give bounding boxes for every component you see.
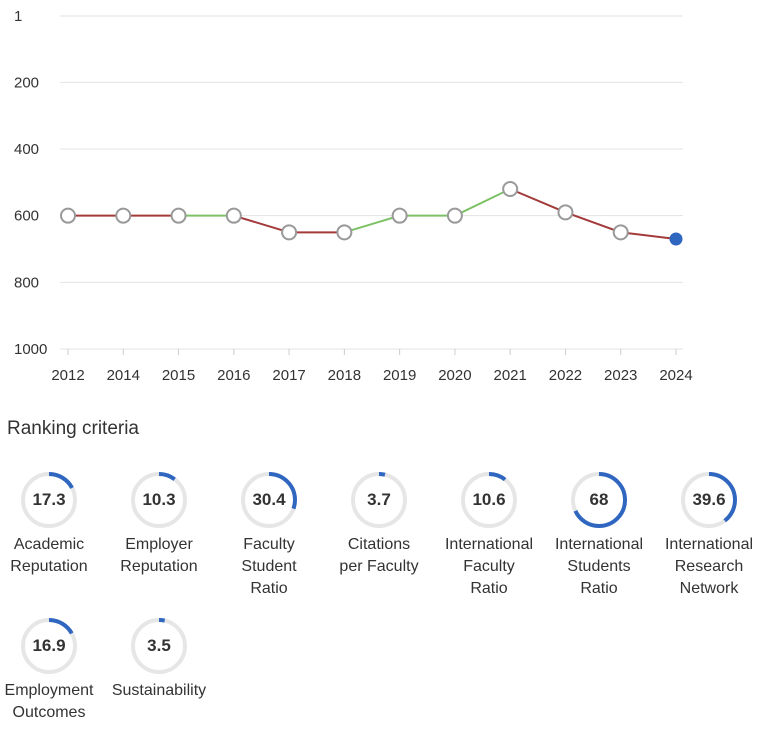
criterion-ring: 68 (569, 470, 629, 530)
data-point (60, 207, 76, 224)
criterion-label: Citations per Faculty (339, 536, 419, 575)
criterion-item: 68 International Students Ratio (544, 470, 654, 600)
section-title: Ranking criteria (7, 418, 139, 439)
data-point (281, 224, 298, 241)
data-point (115, 207, 132, 224)
criterion-ring: 10.6 (459, 470, 519, 530)
ring-arc (461, 472, 517, 528)
line-segment (454, 188, 511, 217)
ring-arc (21, 472, 77, 528)
x-tick-label: 2018 (328, 367, 361, 384)
criterion-item: 16.9 Employment Outcomes (0, 616, 104, 724)
ring-arc (21, 618, 77, 674)
criterion-value: 39.6 (692, 490, 726, 509)
y-tick-label: 800 (14, 274, 39, 291)
y-tick-label: 1000 (14, 341, 47, 358)
x-tick-label: 2014 (107, 367, 140, 384)
criterion-item: 17.3 Academic Reputation (0, 470, 104, 578)
criterion-item: 3.5 Sustainability (104, 616, 214, 702)
data-point (612, 224, 629, 241)
x-tick-label: 2020 (438, 367, 471, 384)
criterion-label: International Research Network (664, 536, 754, 597)
criterion-label: Faculty Student Ratio (241, 536, 297, 597)
x-tick-label: 2019 (383, 367, 416, 384)
data-point (170, 207, 187, 224)
data-point (336, 224, 353, 241)
x-tick-label: 2024 (659, 367, 692, 384)
ring-arc (351, 472, 407, 528)
criterion-value: 68 (589, 490, 609, 509)
y-tick-label: 200 (14, 74, 39, 91)
x-tick-label: 2022 (549, 367, 582, 384)
criterion-label: Sustainability (111, 682, 207, 699)
line-segment (509, 188, 566, 214)
y-tick-label: 600 (14, 208, 39, 225)
data-point (557, 204, 574, 221)
criterion-item: 10.6 International Faculty Ratio (434, 470, 544, 600)
x-tick-label: 2016 (217, 367, 250, 384)
data-point-current (669, 232, 683, 246)
x-tick-label: 2017 (272, 367, 305, 384)
criterion-ring: 39.6 (679, 470, 739, 530)
data-point (391, 207, 408, 224)
y-tick-label: 1 (14, 8, 22, 25)
criterion-label: Employment Outcomes (4, 682, 94, 721)
data-point (502, 181, 519, 197)
criterion-value: 30.4 (252, 490, 286, 509)
line-segment (344, 214, 400, 234)
ring-arc (241, 472, 297, 528)
line-segment (565, 211, 622, 234)
criterion-value: 10.6 (472, 490, 506, 509)
line-segment (620, 231, 677, 240)
criterion-value: 10.3 (142, 490, 176, 509)
criterion-value: 3.5 (147, 636, 171, 655)
x-tick-label: 2012 (51, 367, 84, 384)
criterion-value: 3.7 (367, 490, 391, 509)
criterion-item: 30.4 Faculty Student Ratio (214, 470, 324, 600)
data-point (225, 207, 242, 224)
x-tick-label: 2021 (493, 367, 526, 384)
line-segment (233, 214, 290, 234)
criterion-ring: 3.7 (349, 470, 409, 530)
criterion-item: 39.6 International Research Network (654, 470, 764, 600)
criterion-ring: 17.3 (19, 470, 79, 530)
criterion-label: Employer Reputation (120, 536, 198, 575)
criterion-ring: 16.9 (19, 616, 79, 676)
x-tick-label: 2015 (162, 367, 195, 384)
y-tick-label: 400 (14, 141, 39, 158)
criterion-ring: 10.3 (129, 470, 189, 530)
ring-arc (571, 472, 627, 528)
ring-arc (131, 472, 187, 528)
x-tick-label: 2023 (604, 367, 637, 384)
criterion-item: 3.7 Citations per Faculty (324, 470, 434, 578)
ring-arc (681, 472, 737, 528)
criterion-label: International Faculty Ratio (444, 536, 534, 597)
criterion-label: Academic Reputation (10, 536, 88, 575)
ring-arc (131, 618, 187, 674)
criterion-item: 10.3 Employer Reputation (104, 470, 214, 578)
criterion-ring: 3.5 (129, 616, 189, 676)
criterion-ring: 30.4 (239, 470, 299, 530)
criterion-value: 16.9 (32, 636, 66, 655)
criterion-value: 17.3 (32, 490, 66, 509)
data-point (446, 207, 463, 224)
criterion-label: International Students Ratio (554, 536, 644, 597)
